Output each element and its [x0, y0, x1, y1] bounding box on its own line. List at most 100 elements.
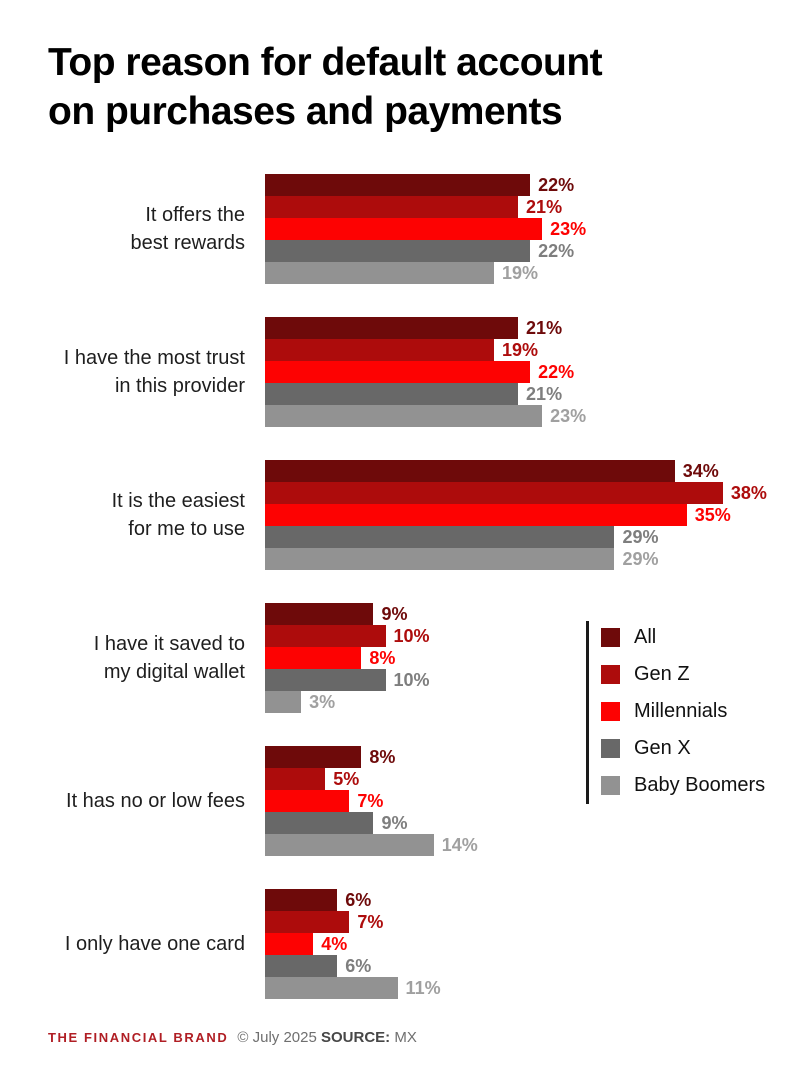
bar-row-baby-boomers: 11% [265, 977, 441, 999]
bar-baby-boomers: 3% [265, 691, 335, 713]
legend-swatch-all [601, 628, 620, 647]
bar-row-gen-z: 19% [265, 339, 542, 361]
bar-row-gen-x: 22% [265, 240, 574, 262]
bar-group: 8% 5% 7% 9% 14% [265, 746, 478, 856]
source-label: SOURCE: [321, 1029, 391, 1046]
legend-item-millennials: Millennials [601, 701, 765, 722]
value-label: 8% [369, 747, 396, 767]
bar-row-millennials: 7% [265, 790, 434, 812]
category-label: It offers the best rewards [131, 201, 246, 257]
value-label: 6% [345, 956, 372, 976]
legend-swatch-millennials [601, 702, 620, 721]
bar-millennials: 8% [265, 647, 395, 669]
category-label-line: best rewards [130, 232, 246, 254]
legend-label: All [634, 626, 657, 648]
bar-millennials: 35% [265, 504, 731, 526]
bar-baby-boomers: 14% [265, 834, 478, 856]
category-label-line: It is the easiest [111, 490, 245, 512]
bar-row-gen-z: 5% [265, 768, 434, 790]
bar-all: 22% [265, 174, 574, 196]
category-label-line: my digital wallet [103, 661, 245, 683]
bar-row-baby-boomers: 3% [265, 691, 386, 713]
value-label: 4% [321, 934, 348, 954]
bar-gen-x: 6% [265, 955, 371, 977]
category-group-6: I only have one card 6% 7% 4% 6% 11% [0, 889, 809, 999]
bar-row-gen-x: 6% [265, 955, 398, 977]
legend-label: Gen X [634, 737, 691, 759]
bar-row-gen-x: 9% [265, 812, 434, 834]
value-label: 34% [682, 461, 719, 481]
legend-item-gen-x: Gen X [601, 738, 765, 759]
legend-item-all: All [601, 627, 765, 648]
bar-gen-x: 21% [265, 383, 562, 405]
bar-gen-z: 7% [265, 911, 383, 933]
bar-row-baby-boomers: 19% [265, 262, 542, 284]
category-label-line: I have it saved to [93, 633, 245, 655]
bar-baby-boomers: 29% [265, 548, 658, 570]
bar-row-all: 8% [265, 746, 434, 768]
bar-group: 21% 19% 22% 21% 23% [265, 317, 586, 427]
bar-millennials: 23% [265, 218, 586, 240]
legend-item-gen-z: Gen Z [601, 664, 765, 685]
bar-millennials: 22% [265, 361, 574, 383]
bar-all: 8% [265, 746, 395, 768]
value-label: 35% [694, 505, 731, 525]
value-label: 9% [381, 813, 408, 833]
value-label: 29% [622, 527, 659, 547]
bar-group: 9% 10% 8% 10% 3% [265, 603, 430, 713]
value-label: 22% [538, 362, 575, 382]
bar-all: 6% [265, 889, 371, 911]
bar-row-gen-x: 21% [265, 383, 562, 405]
category-label: I have it saved to my digital wallet [94, 630, 245, 686]
category-label-line: I only have one card [64, 933, 245, 955]
value-label: 23% [550, 406, 587, 426]
value-label: 5% [333, 769, 360, 789]
bar-gen-z: 19% [265, 339, 538, 361]
bar-row-all: 22% [265, 174, 574, 196]
bar-millennials: 7% [265, 790, 383, 812]
bar-gen-z: 21% [265, 196, 562, 218]
bar-all: 34% [265, 460, 719, 482]
legend-label: Millennials [634, 700, 728, 722]
value-label: 14% [441, 835, 478, 855]
value-label: 19% [501, 340, 538, 360]
bar-row-millennials: 8% [265, 647, 395, 669]
bar-row-gen-z: 21% [265, 196, 562, 218]
value-label: 8% [369, 648, 396, 668]
value-label: 38% [730, 483, 767, 503]
bar-group: 34% 38% 35% 29% 29% [265, 460, 767, 570]
category-group-4: I have it saved to my digital wallet 9% 10%… [0, 603, 809, 713]
bar-gen-x: 9% [265, 812, 407, 834]
bar-all: 21% [265, 317, 562, 339]
bar-row-gen-x: 29% [265, 526, 723, 548]
brand-logo: THE FINANCIAL BRAND [48, 1030, 229, 1045]
category-group-5: It has no or low fees 8% 5% 7% 9% 14% [0, 746, 809, 856]
bar-row-millennials: 22% [265, 361, 574, 383]
copyright-text: © July 2025 [237, 1029, 317, 1046]
category-label-line: for me to use [128, 518, 245, 540]
value-label: 6% [345, 890, 372, 910]
value-label: 10% [393, 626, 430, 646]
bar-gen-x: 10% [265, 669, 430, 691]
legend-divider-line [586, 621, 589, 804]
category-label: I have the most trust in this provider [64, 344, 245, 400]
bar-gen-z: 38% [265, 482, 767, 504]
bar-gen-z: 5% [265, 768, 359, 790]
bar-gen-z: 10% [265, 625, 430, 647]
category-group-3: It is the easiest for me to use 34% 38% 35% 2… [0, 460, 809, 570]
bar-row-baby-boomers: 14% [265, 834, 478, 856]
legend-swatch-baby-boomers [601, 776, 620, 795]
legend-items: All Gen Z Millennials Gen X Baby Boomers [601, 627, 765, 796]
footer-attribution: THE FINANCIAL BRAND © July 2025 SOURCE: M… [48, 1029, 417, 1046]
chart-legend: All Gen Z Millennials Gen X Baby Boomers [586, 620, 806, 810]
legend-label: Gen Z [634, 663, 690, 685]
legend-item-baby-boomers: Baby Boomers [601, 775, 765, 796]
legend-label: Baby Boomers [634, 774, 766, 796]
category-label-line: It offers the [145, 204, 245, 226]
bar-row-all: 34% [265, 460, 723, 482]
value-label: 21% [526, 318, 563, 338]
value-label: 19% [501, 263, 538, 283]
value-label: 7% [357, 791, 384, 811]
value-label: 21% [526, 384, 563, 404]
bar-group: 22% 21% 23% 22% 19% [265, 174, 586, 284]
